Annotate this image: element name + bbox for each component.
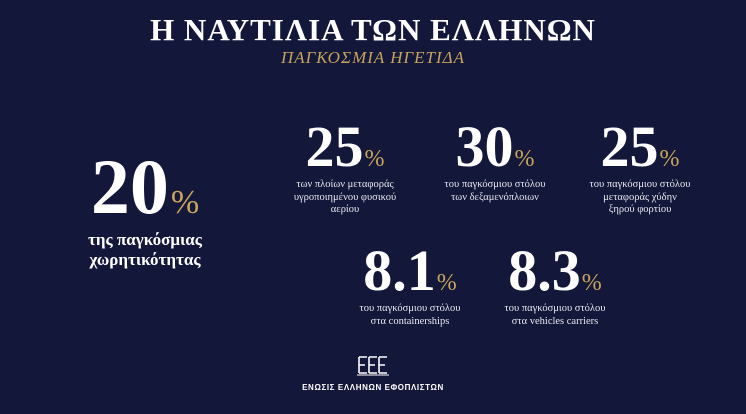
stat-value: 30 [455, 114, 514, 179]
main-stat-caption-line: της παγκόσμιας [88, 230, 202, 249]
main-stat-caption: της παγκόσμιας χωρητικότητας [50, 230, 240, 270]
stat-containerships: 8.1% του παγκόσμιου στόλου στα container… [335, 242, 485, 328]
stat-number: 30% [420, 118, 570, 176]
stat-caption-line: μεταφοράς χύδην [603, 191, 677, 203]
main-stat: 20% της παγκόσμιας χωρητικότητας [50, 148, 240, 270]
stat-number: 25% [270, 118, 420, 176]
stat-caption-line: στα vehicles carriers [511, 315, 599, 327]
stat-percent: % [436, 270, 457, 296]
stat-caption: του παγκόσμιου στόλου στα vehicles carri… [480, 303, 630, 328]
stat-percent: % [659, 146, 680, 172]
footer-logo: ΕΝΩΣΙΣ ΕΛΛΗΝΩΝ ΕΦΟΠΛΙΣΤΩΝ [0, 354, 746, 392]
stat-number: 25% [565, 118, 715, 176]
stat-caption-line: του παγκόσμιου στόλου [359, 303, 461, 314]
stat-caption-line: του παγκόσμιου στόλου [504, 303, 606, 314]
stat-vehicle-carriers: 8.3% του παγκόσμιου στόλου στα vehicles … [480, 242, 630, 328]
stat-caption: του παγκόσμιου στόλου μεταφοράς χύδην ξη… [565, 179, 715, 217]
main-stat-value: 20 [90, 143, 169, 230]
main-stat-caption-line: χωρητικότητας [89, 250, 201, 269]
stat-value: 8.3 [508, 238, 581, 303]
stat-caption-line: αερίου [330, 204, 360, 215]
stat-caption: του παγκόσμιου στόλου των δεξαμενόπλοιων [420, 179, 570, 204]
stat-caption-line: υγροποιημένου φυσικού [293, 191, 397, 203]
stat-value: 25 [305, 114, 364, 179]
stat-value: 8.1 [363, 238, 436, 303]
stat-caption-line: στα containerships [370, 315, 450, 327]
main-stat-percent: % [170, 184, 200, 221]
union-greek-shipowners-logo-icon [357, 356, 389, 376]
stat-caption-line: των πλοίων μεταφοράς [296, 179, 394, 190]
stat-caption-line: του παγκόσμιου στόλου [444, 179, 546, 190]
stat-value: 25 [600, 114, 659, 179]
stat-number: 8.1% [335, 242, 485, 300]
stat-tankers: 30% του παγκόσμιου στόλου των δεξαμενόπλ… [420, 118, 570, 204]
stat-percent: % [364, 146, 385, 172]
stat-lng-carriers: 25% των πλοίων μεταφοράς υγροποιημένου φ… [270, 118, 420, 217]
logo-text: ΕΝΩΣΙΣ ΕΛΛΗΝΩΝ ΕΦΟΠΛΙΣΤΩΝ [302, 383, 444, 392]
stat-caption-line: των δεξαμενόπλοιων [451, 191, 539, 203]
page-subtitle: ΠΑΓΚΟΣΜΙΑ ΗΓΕΤΙΔΑ [280, 48, 466, 67]
main-stat-number: 20% [50, 148, 240, 226]
stat-percent: % [581, 270, 602, 296]
stat-caption-line: του παγκόσμιου στόλου [589, 179, 691, 190]
stat-caption-line: ξηρού φορτίου [608, 204, 672, 215]
stat-dry-bulk: 25% του παγκόσμιου στόλου μεταφοράς χύδη… [565, 118, 715, 217]
page-title: Η ΝΑΥΤΙΛΙΑ ΤΩΝ ΕΛΛΗΝΩΝ [150, 12, 596, 47]
stat-caption: των πλοίων μεταφοράς υγροποιημένου φυσικ… [270, 179, 420, 217]
stat-number: 8.3% [480, 242, 630, 300]
stat-percent: % [514, 146, 535, 172]
stat-caption: του παγκόσμιου στόλου στα containerships [335, 303, 485, 328]
